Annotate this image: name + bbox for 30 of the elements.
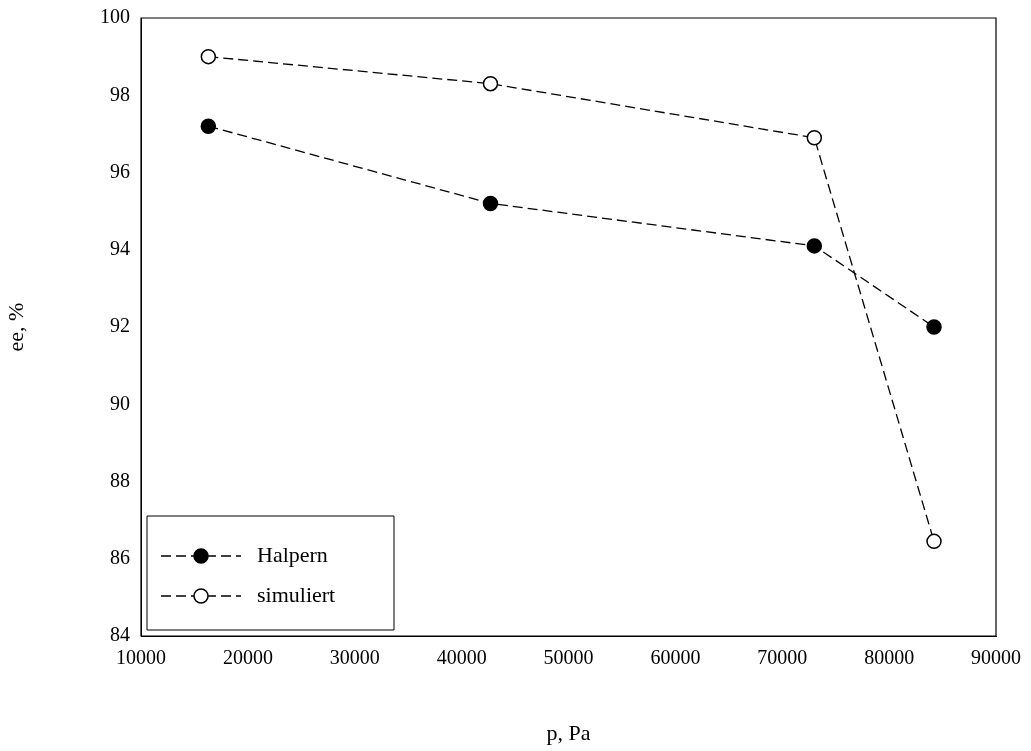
x-tick-label: 50000 [543, 646, 594, 669]
point [200, 118, 217, 134]
point [200, 48, 217, 65]
x-tick-label: 90000 [971, 646, 1021, 669]
x-tick-label: 40000 [436, 646, 487, 669]
x-tick-label: 20000 [222, 646, 273, 669]
point [926, 533, 942, 550]
point [806, 129, 823, 146]
y-tick-label: 88 [110, 468, 130, 491]
x-tick-label: 70000 [757, 646, 808, 669]
y-tick-label: 96 [110, 159, 130, 182]
y-tick-label: 84 [110, 623, 130, 646]
point [806, 238, 823, 254]
y-tick-label: 92 [110, 314, 130, 337]
y-tick-label: 90 [110, 391, 130, 414]
legend-label: Halpern [257, 541, 328, 567]
x-axis-title: p, Pa [546, 719, 591, 745]
point [926, 319, 942, 335]
legend-label: simuliert [257, 581, 336, 607]
x-tick-label: 60000 [650, 646, 701, 669]
y-axis-title: ee, % [2, 302, 28, 352]
x-tick-label: 80000 [864, 646, 915, 669]
x-tick-label: 10000 [116, 646, 166, 669]
y-tick-label: 86 [110, 546, 130, 568]
point [482, 195, 499, 212]
x-tick-label: 30000 [329, 646, 380, 669]
y-tick-label: 94 [110, 237, 130, 259]
y-tick-label: 100 [100, 5, 130, 28]
y-tick-label: 98 [110, 82, 130, 105]
point [482, 75, 499, 92]
